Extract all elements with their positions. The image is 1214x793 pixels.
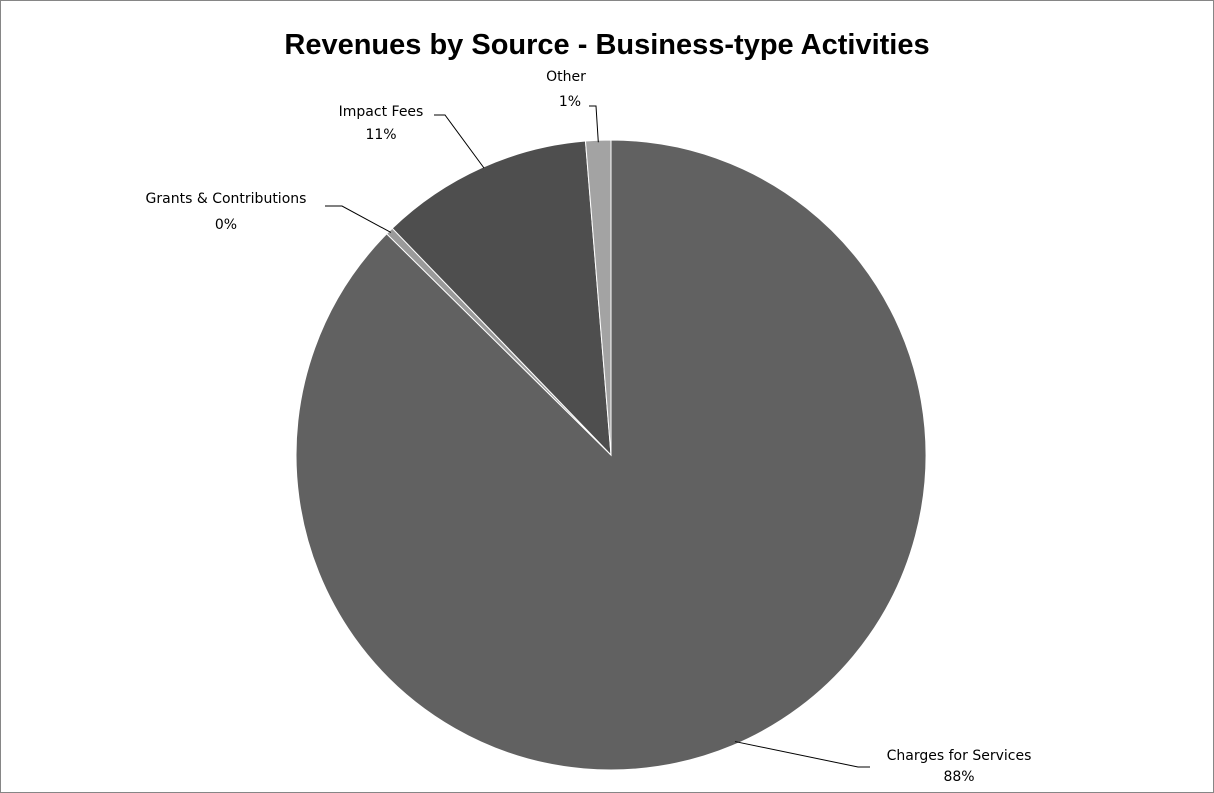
data-label-other: Other bbox=[546, 69, 586, 85]
leader-line-other bbox=[589, 105, 599, 143]
pie-slice-impact-fees bbox=[391, 140, 612, 457]
data-percent-other: 1% bbox=[559, 94, 581, 110]
leader-line-grants-contributions bbox=[325, 205, 392, 233]
data-label-impact-fees: Impact Fees bbox=[339, 104, 424, 120]
leader-line-charges-for-services bbox=[734, 741, 870, 768]
data-label-grants-contributions: Grants & Contributions bbox=[146, 191, 307, 207]
data-percent-grants-contributions: 0% bbox=[215, 217, 237, 233]
data-label-charges-for-services: Charges for Services bbox=[887, 748, 1032, 764]
chart-title: Revenues by Source - Business-type Activ… bbox=[284, 29, 930, 61]
data-percent-charges-for-services: 88% bbox=[943, 769, 974, 785]
leader-line-impact-fees bbox=[434, 114, 485, 169]
data-percent-impact-fees: 11% bbox=[365, 127, 396, 143]
